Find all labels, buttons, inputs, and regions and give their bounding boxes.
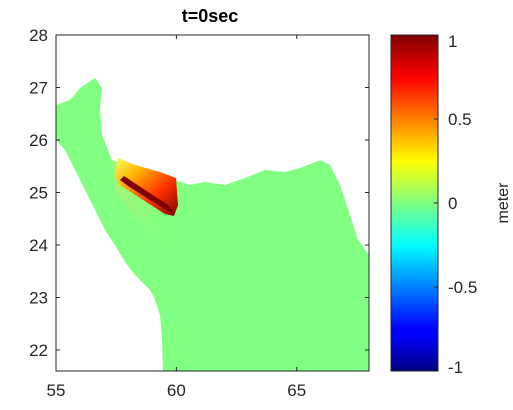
source-peak	[120, 176, 174, 212]
colorbar-tick-label: -0.5	[448, 278, 477, 297]
y-tick-label: 23	[29, 289, 48, 308]
sea-region	[56, 78, 369, 371]
colorbar-ticks: -1 -0.5 0 0.5 1	[434, 32, 477, 377]
x-axis: 55 60 65	[47, 35, 306, 400]
x-tick-label: 60	[167, 381, 186, 400]
y-tick-label: 26	[29, 131, 48, 150]
plot-area	[56, 35, 369, 371]
y-tick-label: 28	[29, 26, 48, 45]
y-tick-label: 24	[29, 236, 48, 255]
colorbar-label: meter	[495, 182, 512, 224]
colorbar	[390, 34, 439, 372]
colorbar-tick-label: 0	[448, 194, 457, 213]
x-tick-label: 65	[287, 381, 306, 400]
y-tick-label: 27	[29, 79, 48, 98]
chart-title: t=0sec	[182, 6, 239, 26]
y-tick-label: 22	[29, 341, 48, 360]
colorbar-tick-label: 0.5	[448, 110, 472, 129]
colorbar-tick-label: -1	[448, 358, 463, 377]
colorbar-tick-label: 1	[448, 32, 457, 51]
x-tick-label: 55	[47, 381, 66, 400]
y-tick-label: 25	[29, 184, 48, 203]
y-axis: 22 23 24 25 26 27 28	[29, 26, 369, 360]
axes-frame	[55, 34, 370, 372]
